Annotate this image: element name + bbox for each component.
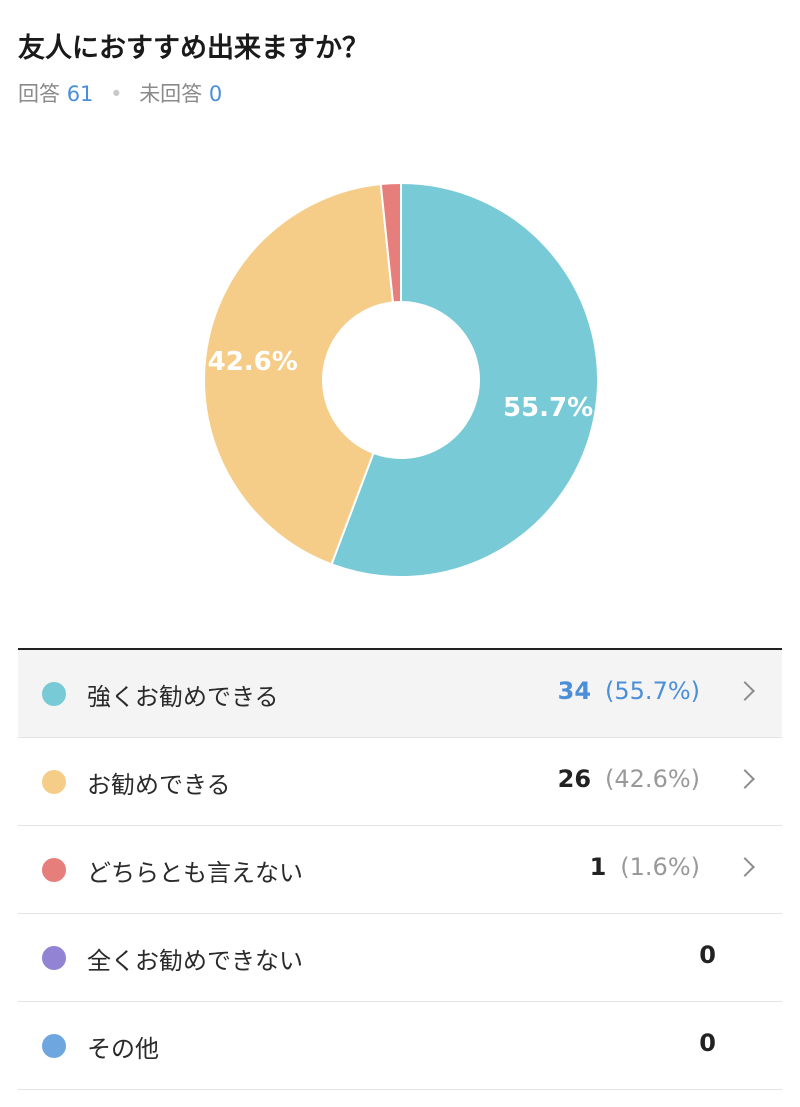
- answer-stats: 26 (42.6%): [558, 765, 700, 793]
- answered-count: 61: [66, 82, 94, 106]
- answer-row[interactable]: どちらとも言えない 1 (1.6%): [18, 826, 782, 914]
- donut-slice: [203, 182, 395, 566]
- answer-list: 強くお勧めできる 34 (55.7%) お勧めできる 26 (42.6%) どち…: [18, 648, 782, 1090]
- answer-percentage: (1.6%): [620, 853, 700, 881]
- color-dot: [42, 770, 66, 794]
- color-dot: [42, 682, 66, 706]
- chevron-right-icon[interactable]: [735, 681, 755, 701]
- unanswered-count: 0: [208, 82, 223, 106]
- answer-count: 0: [699, 941, 716, 969]
- donut-slice: [330, 181, 599, 578]
- answer-label: どちらとも言えない: [87, 859, 303, 887]
- answer-count: 1: [589, 853, 607, 881]
- answer-count: 34: [557, 677, 592, 705]
- color-dot: [42, 946, 66, 970]
- color-dot: [42, 858, 66, 882]
- answer-row: その他 0: [18, 1002, 782, 1090]
- answer-percentage: (55.7%): [605, 677, 700, 705]
- slice-data-label: 55.7%: [503, 393, 593, 423]
- answer-stats: 0: [699, 1029, 716, 1057]
- answer-row: 全くお勧めできない 0: [18, 914, 782, 1002]
- answer-stats: 0: [699, 941, 716, 969]
- answer-label: お勧めできる: [87, 771, 231, 799]
- answer-row[interactable]: 強くお勧めできる 34 (55.7%): [18, 650, 782, 738]
- answer-row[interactable]: お勧めできる 26 (42.6%): [18, 738, 782, 826]
- color-dot: [42, 1034, 66, 1058]
- chevron-right-icon[interactable]: [735, 857, 755, 877]
- answer-label: 全くお勧めできない: [87, 947, 303, 975]
- answer-label: その他: [87, 1035, 159, 1063]
- separator-dot: •: [110, 82, 123, 106]
- answer-percentage: (42.6%): [605, 765, 700, 793]
- answered-label: 回答: [18, 82, 60, 106]
- answer-label: 強くお勧めできる: [87, 683, 279, 711]
- answer-count: 26: [557, 765, 592, 793]
- answer-stats: 34 (55.7%): [558, 677, 700, 705]
- unanswered-label: 未回答: [139, 82, 203, 106]
- answer-count: 0: [699, 1029, 716, 1057]
- chevron-right-icon[interactable]: [735, 769, 755, 789]
- response-summary: 回答 61 • 未回答 0: [18, 78, 222, 108]
- answer-stats: 1 (1.6%): [590, 853, 700, 881]
- donut-chart: 55.7% 42.6%: [203, 181, 599, 578]
- question-title: 友人におすすめ出来ますか？: [18, 33, 369, 64]
- slice-data-label: 42.6%: [208, 347, 298, 377]
- donut-slice: [379, 181, 402, 304]
